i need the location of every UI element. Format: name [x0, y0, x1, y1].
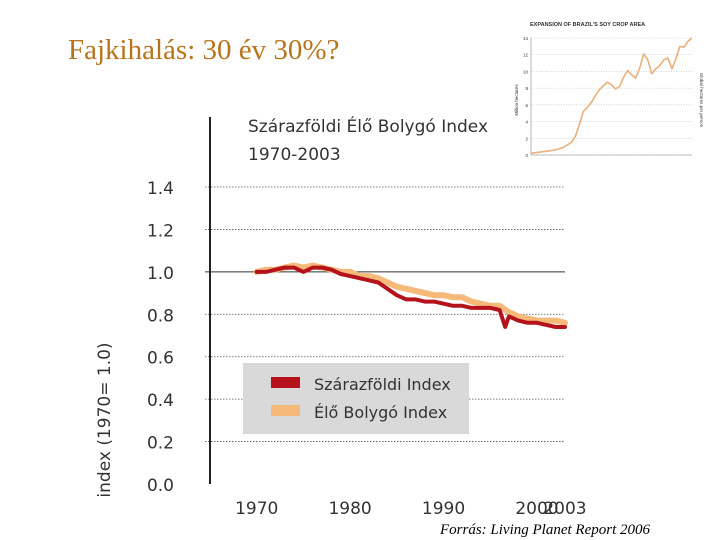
inset-chart: EXPANSION OF BRAZIL'S SOY CROP AREA Mill… — [508, 20, 704, 165]
legend-label-lpi: Élő Bolygó Index — [314, 403, 447, 422]
legend-label-land: Szárazföldi Index — [314, 375, 451, 394]
inset-y-tick-label: 12 — [523, 53, 529, 58]
y-tick-label: 1.2 — [147, 221, 174, 241]
inset-title: EXPANSION OF BRAZIL'S SOY CROP AREA — [530, 22, 645, 28]
source-citation: Forrás: Living Planet Report 2006 — [440, 522, 650, 538]
y-tick-label: 0.8 — [147, 306, 174, 326]
x-tick-label: 1990 — [422, 499, 465, 519]
inset-background — [508, 20, 704, 165]
x-tick-label: 2003 — [543, 499, 586, 519]
y-tick-label: 1.0 — [147, 264, 174, 284]
legend-box — [243, 363, 469, 434]
y-tick-label: 1.4 — [147, 179, 174, 199]
inset-y2-label: Global hectares per person — [699, 73, 704, 128]
slide-title: Fajkihalás: 30 év 30%? — [68, 34, 340, 66]
inset-y-tick-label: 4 — [525, 120, 528, 125]
inset-y-label: Million hectares — [514, 84, 519, 116]
inset-y-tick-label: 0 — [525, 153, 528, 158]
x-tick-label: 1980 — [328, 499, 371, 519]
x-tick-label: 2000 — [515, 499, 558, 519]
legend: Szárazföldi Index Élő Bolygó Index — [243, 363, 469, 434]
legend-swatch-land — [271, 377, 300, 388]
series-line-living-planet-index — [253, 262, 568, 326]
chart-title: Szárazföldi Élő Bolygó Index — [248, 115, 488, 137]
inset-series-line — [530, 37, 693, 155]
series-lines — [253, 262, 568, 329]
y-axis-label: index (1970= 1.0) — [95, 342, 115, 497]
inset-y-tick-label: 8 — [525, 86, 528, 91]
x-tick-label: 1970 — [235, 499, 278, 519]
y-tick-label: 0.2 — [147, 434, 174, 454]
y-tick-labels: 0.0 0.2 0.4 0.6 0.8 1.0 1.2 1.4 — [147, 179, 174, 496]
inset-y-tick-label: 10 — [523, 69, 529, 74]
y-tick-label: 0.4 — [147, 391, 174, 411]
series-line-land-index — [254, 265, 567, 329]
y-tick-label: 0.6 — [147, 349, 174, 369]
inset-y-tick-label: 14 — [523, 36, 529, 41]
y-tick-label: 0.0 — [147, 476, 174, 496]
inset-y-tick-label: 2 — [525, 136, 528, 141]
chart-subtitle: 1970-2003 — [248, 145, 341, 165]
inset-y-tick-label: 6 — [525, 103, 528, 108]
legend-swatch-lpi — [271, 405, 300, 416]
